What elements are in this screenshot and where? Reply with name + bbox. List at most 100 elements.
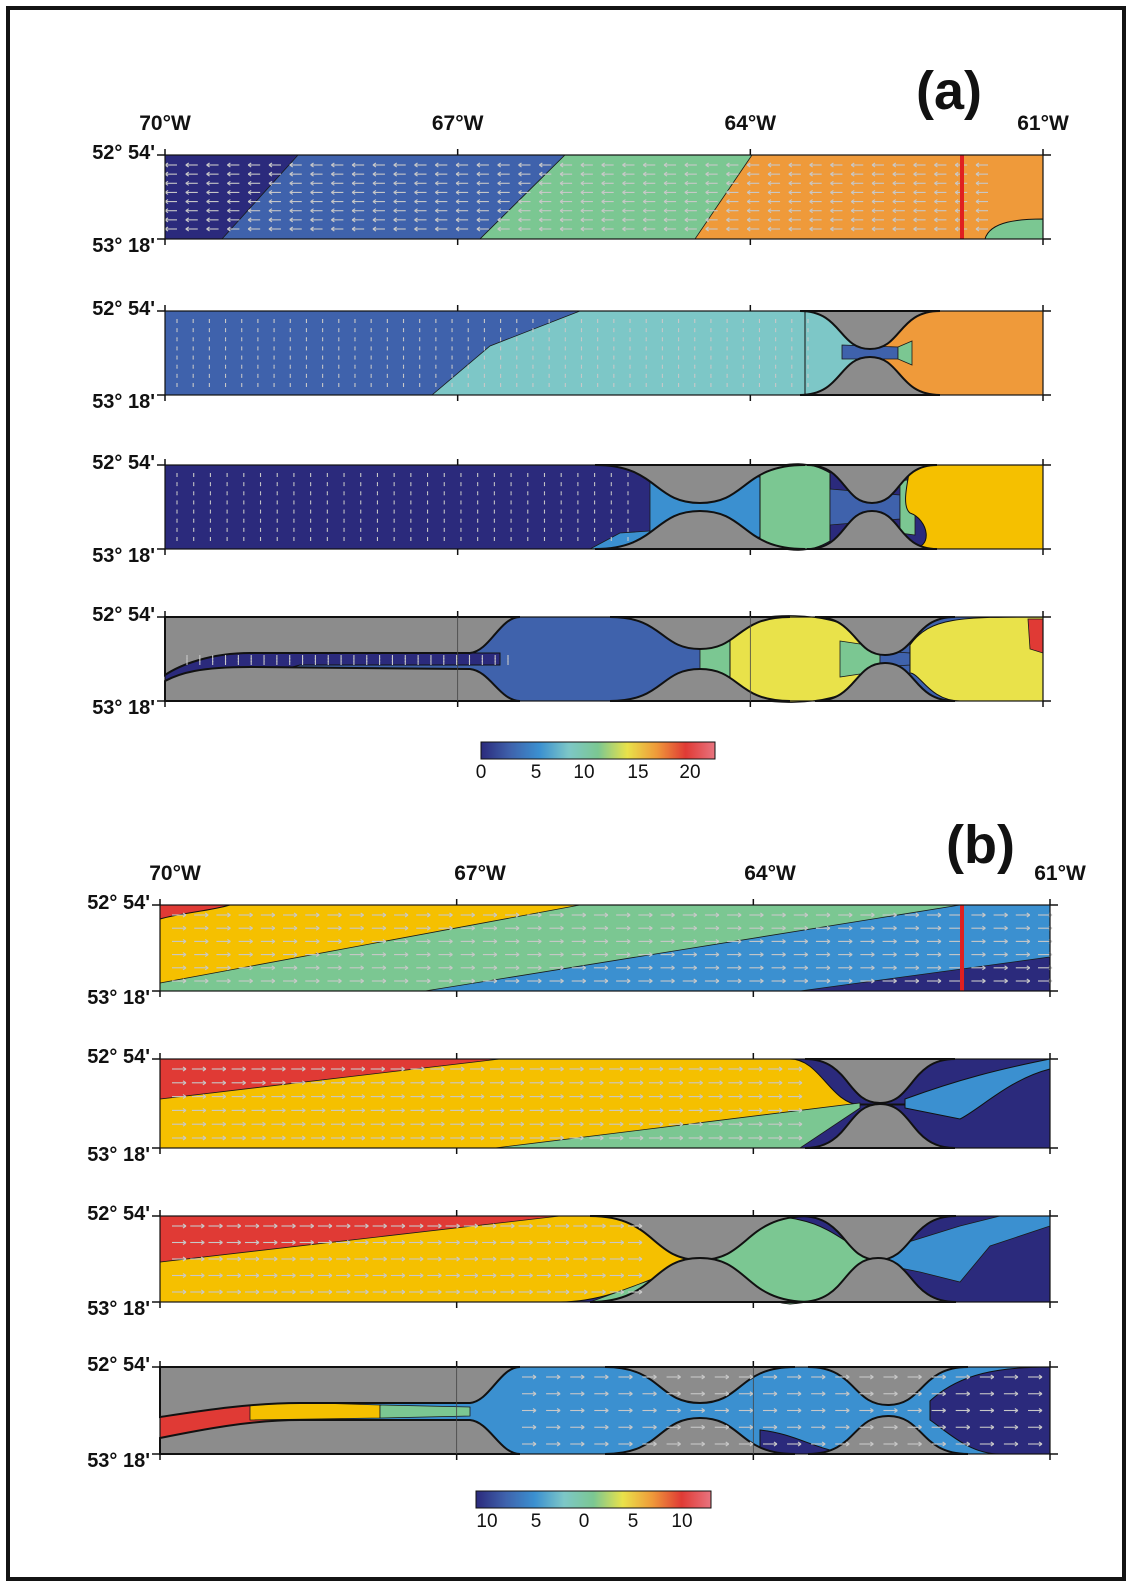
vector-arrowhead [449,978,453,982]
vector-arrowhead [913,180,917,184]
vector-arrowhead [242,1123,246,1127]
vector-arrowhead [328,1242,333,1245]
vector-arrowhead [619,1066,624,1070]
vector-arrowhead [282,1068,286,1072]
vector-arrowhead [435,219,439,223]
vector-arrowhead [497,217,502,221]
velocity-vectors [176,473,629,541]
vector-arrowhead [758,1094,763,1098]
vector-arrowhead [663,182,668,186]
vector-arrowhead [1026,954,1031,958]
vector-arrowhead [315,967,320,971]
vector-arrowhead [684,210,689,214]
vector-arrowhead [539,201,543,205]
vector-arrowhead [845,1426,850,1430]
vector-arrowhead [361,1080,366,1084]
vector-arrowhead [404,952,409,956]
vector-arrowhead [671,978,675,982]
vector-arrowhead [565,1275,570,1278]
vector-arrowhead [206,164,210,168]
vector-arrowhead [760,925,764,929]
vector-arrowhead [580,1121,584,1125]
vector-arrowhead [580,1082,584,1086]
vector-arrowhead [892,162,897,166]
vector-arrowhead [338,940,342,944]
vector-arrowhead [705,201,709,205]
vector-arrowhead [701,1376,705,1380]
vector-arrowhead [565,1273,570,1276]
vector-arrowhead [435,182,439,186]
vector-arrowhead [341,1068,346,1072]
vector-arrowhead [915,978,920,982]
vector-arrowhead [310,162,314,166]
vector-arrowhead [798,1121,803,1125]
vector-arrowhead [182,1080,187,1084]
vector-arrowhead [497,219,502,223]
vector-arrowhead [826,978,831,982]
vector-arrowhead [493,925,498,929]
vector-arrowhead [404,938,409,942]
vector-arrowhead [749,1443,754,1447]
vector-arrowhead [449,967,453,971]
vector-arrowhead [206,208,210,212]
vector-arrowhead [476,182,481,186]
vector-arrowhead [471,952,475,956]
vector-arrowhead [547,1289,552,1293]
vector-arrowhead [315,940,320,944]
vector-arrowhead [826,914,831,918]
vector-arrowhead [341,1135,346,1139]
contour-region [909,616,1044,702]
land-mass [814,661,956,702]
vector-arrowhead [360,912,364,916]
vector-arrowhead [383,1275,387,1278]
vector-arrowhead [480,1068,485,1072]
vector-arrowhead [237,1258,242,1262]
vector-arrowhead [604,940,609,944]
vector-arrowhead [601,191,605,195]
vector-arrowhead [871,182,876,186]
vector-arrowhead [915,927,920,931]
vector-arrowhead [414,199,418,203]
vector-arrowhead [659,1109,664,1113]
vector-arrowhead [532,1443,537,1447]
vector-arrowhead [515,978,520,982]
vector-arrowhead [435,199,439,203]
vector-arrowhead [622,189,626,193]
vector-arrowhead [699,1123,703,1127]
vector-arrowhead [301,1107,306,1111]
vector-arrowhead [200,1225,205,1229]
vector-arrowhead [845,1393,850,1397]
vector-arrowhead [262,1094,266,1098]
vector-arrowhead [404,954,409,958]
vector-arrowhead [934,226,938,230]
vector-arrowhead [185,226,190,230]
vector-arrowhead [401,1109,405,1113]
vector-arrowhead [773,1424,778,1428]
vector-arrowhead [456,1291,460,1295]
vector-arrowhead [602,1258,606,1262]
vector-arrowhead [604,1426,609,1430]
vector-arrowhead [749,1376,754,1380]
vector-arrowhead [975,162,980,166]
vector-arrowhead [758,1096,763,1100]
vector-arrowhead [520,1096,525,1100]
vector-arrowhead [830,201,834,205]
vector-arrowhead [954,162,959,166]
vector-arrowhead [204,914,209,918]
vector-arrowhead [580,199,585,203]
vector-arrowhead [934,182,938,186]
vector-arrowhead [456,1240,460,1243]
vector-arrowhead [227,191,231,195]
vector-arrowhead [383,1273,387,1276]
vector-arrowhead [474,1225,479,1229]
vector-arrowhead [511,1256,515,1260]
vector-arrowhead [435,226,439,230]
vector-arrowhead [381,1123,386,1127]
vector-arrowhead [565,1258,570,1262]
vector-arrowhead [583,1258,588,1262]
vector-arrowhead [620,1258,625,1262]
vector-arrowhead [934,162,938,166]
vector-arrowhead [559,180,564,184]
vector-arrowhead [537,978,542,982]
vector-arrowhead [227,171,231,175]
